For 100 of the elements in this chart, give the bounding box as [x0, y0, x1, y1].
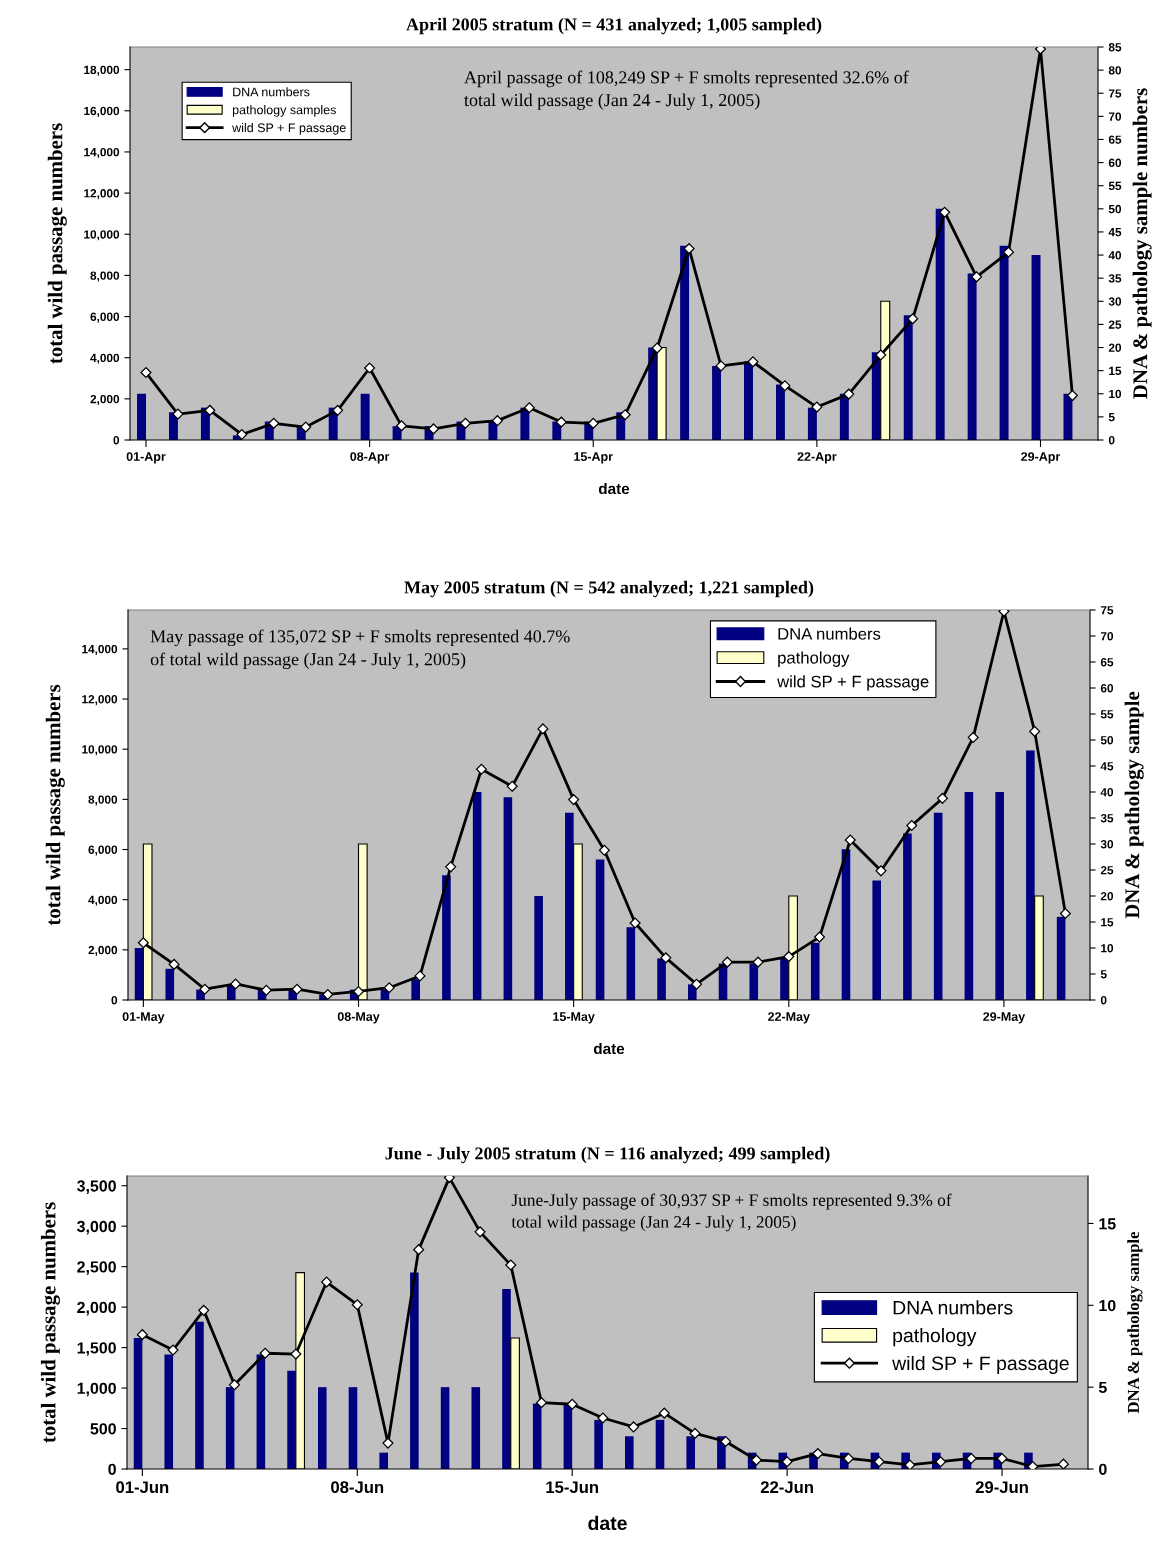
y2-tick-label: 70: [1100, 632, 1114, 641]
bar: [935, 208, 945, 440]
y2-tick-label: 10: [1109, 389, 1122, 399]
point: [475, 763, 487, 775]
y2-tick-label: 80: [1108, 66, 1122, 75]
point: [474, 1226, 486, 1238]
y2-tick-label: 60: [1108, 158, 1122, 167]
y2-tick-label: 65: [1100, 658, 1114, 667]
point: [779, 380, 791, 392]
point: [290, 1348, 302, 1360]
x-tick-label: 08-Apr: [350, 452, 390, 464]
point: [783, 951, 795, 963]
point: [651, 342, 663, 354]
y2-tick-label: 25: [1108, 320, 1122, 329]
point: [689, 1427, 701, 1439]
point: [906, 819, 918, 831]
point: [812, 1448, 824, 1460]
point: [587, 417, 599, 429]
legend-label: pathology: [893, 1328, 977, 1347]
bar: [595, 859, 605, 1000]
point: [842, 1452, 855, 1465]
legend-label: pathology: [778, 651, 850, 667]
point: [1029, 725, 1041, 737]
y2-tick-label: 15: [1109, 366, 1122, 376]
point: [747, 356, 759, 368]
x-tick-label: 22-Jun: [760, 1481, 813, 1494]
point: [204, 404, 216, 416]
y2-tick-label: 10: [1101, 944, 1114, 953]
annotation: April passage of 108,249 SP + F smolts represented 32.6% of total wild passage (Jan 24 - July 1, 2005): [464, 70, 909, 110]
y-axis-title: total wild passage numbers: [45, 684, 65, 926]
point: [396, 420, 408, 432]
y-tick-label: 2,500: [77, 1261, 116, 1275]
bar: [995, 792, 1004, 1000]
y2-tick-label: 25: [1100, 866, 1114, 875]
y2-tick-label: 35: [1100, 814, 1114, 823]
y-tick-label: 500: [90, 1423, 116, 1435]
point: [321, 1276, 333, 1288]
bar: [680, 245, 690, 440]
y2-tick-label: 50: [1100, 736, 1114, 745]
point: [750, 1454, 762, 1466]
y-tick-label: 12,000: [84, 189, 120, 200]
point: [691, 978, 703, 990]
legend-label: pathology samples: [232, 105, 336, 117]
bar: [749, 963, 759, 1000]
point: [537, 723, 549, 735]
point: [935, 1456, 947, 1468]
legend-label: DNA numbers: [778, 627, 881, 640]
point: [555, 416, 567, 428]
point: [414, 970, 426, 982]
point: [904, 1459, 916, 1469]
x-tick-label: 22-Apr: [797, 452, 837, 464]
point: [907, 313, 919, 325]
bar: [164, 1354, 174, 1469]
x-tick-label: 29-May: [983, 1012, 1026, 1024]
y2-tick-label: 20: [1100, 892, 1114, 901]
point: [628, 1421, 640, 1433]
bar: [532, 1403, 542, 1469]
point: [996, 1452, 1008, 1465]
bar: [360, 393, 370, 440]
y2-tick-label: 75: [1108, 89, 1122, 98]
point: [965, 1452, 977, 1465]
bar: [625, 1436, 634, 1469]
x-tick-label: 22-May: [768, 1012, 810, 1024]
point: [781, 1456, 793, 1468]
point: [1003, 246, 1015, 258]
bar: [712, 366, 722, 440]
point: [236, 428, 248, 440]
point: [535, 1397, 548, 1409]
point: [260, 984, 272, 996]
y-tick-label: 2,000: [77, 1301, 116, 1316]
point: [137, 937, 149, 949]
bar: [839, 393, 849, 440]
legend-label: DNA numbers: [233, 87, 310, 97]
point: [259, 1347, 271, 1359]
bar: [999, 245, 1009, 440]
point: [1057, 1458, 1069, 1469]
point: [715, 360, 727, 372]
bar: [655, 1419, 665, 1469]
y-tick-label: 0: [113, 436, 120, 445]
point: [873, 1456, 885, 1468]
x-tick-label: 29-Jun: [975, 1481, 1028, 1494]
y2-tick-label: 20: [1108, 343, 1122, 352]
x-tick-label: 08-Jun: [331, 1481, 384, 1494]
bar: [964, 792, 974, 1000]
bar: [348, 1387, 358, 1469]
point: [332, 404, 344, 416]
point: [721, 956, 733, 968]
point: [427, 423, 440, 435]
y-tick-label: 12,000: [82, 695, 118, 706]
bar: [133, 1338, 143, 1469]
point: [322, 988, 334, 1000]
y2-axis-title: DNA & pathology sample numbers: [1132, 88, 1152, 399]
point: [383, 982, 395, 994]
y-tick-label: 1,500: [77, 1342, 116, 1356]
bar: [967, 273, 977, 440]
bar: [810, 942, 820, 1000]
y-tick-label: 8,000: [88, 795, 118, 806]
bar: [1056, 916, 1066, 1000]
point: [1059, 907, 1071, 920]
bar: [775, 384, 785, 440]
